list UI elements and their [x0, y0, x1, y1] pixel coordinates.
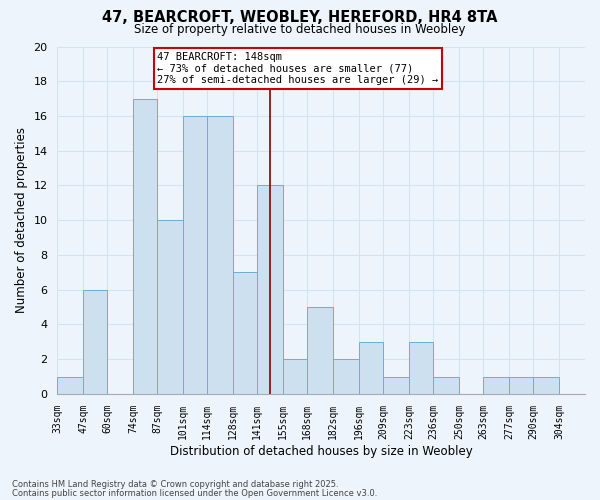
- Bar: [257, 186, 283, 394]
- Text: 47 BEARCROFT: 148sqm
← 73% of detached houses are smaller (77)
27% of semi-detac: 47 BEARCROFT: 148sqm ← 73% of detached h…: [157, 52, 439, 85]
- Bar: [483, 376, 509, 394]
- Bar: [208, 116, 233, 394]
- Text: 47, BEARCROFT, WEOBLEY, HEREFORD, HR4 8TA: 47, BEARCROFT, WEOBLEY, HEREFORD, HR4 8T…: [102, 10, 498, 25]
- Bar: [233, 272, 257, 394]
- X-axis label: Distribution of detached houses by size in Weobley: Distribution of detached houses by size …: [170, 444, 473, 458]
- Text: Size of property relative to detached houses in Weobley: Size of property relative to detached ho…: [134, 22, 466, 36]
- Bar: [433, 376, 459, 394]
- Bar: [283, 359, 307, 394]
- Bar: [133, 98, 157, 394]
- Bar: [509, 376, 533, 394]
- Bar: [83, 290, 107, 394]
- Bar: [383, 376, 409, 394]
- Bar: [533, 376, 559, 394]
- Bar: [307, 307, 333, 394]
- Text: Contains HM Land Registry data © Crown copyright and database right 2025.: Contains HM Land Registry data © Crown c…: [12, 480, 338, 489]
- Y-axis label: Number of detached properties: Number of detached properties: [15, 127, 28, 313]
- Bar: [333, 359, 359, 394]
- Bar: [183, 116, 208, 394]
- Bar: [157, 220, 183, 394]
- Bar: [409, 342, 433, 394]
- Text: Contains public sector information licensed under the Open Government Licence v3: Contains public sector information licen…: [12, 488, 377, 498]
- Bar: [359, 342, 383, 394]
- Bar: [58, 376, 83, 394]
